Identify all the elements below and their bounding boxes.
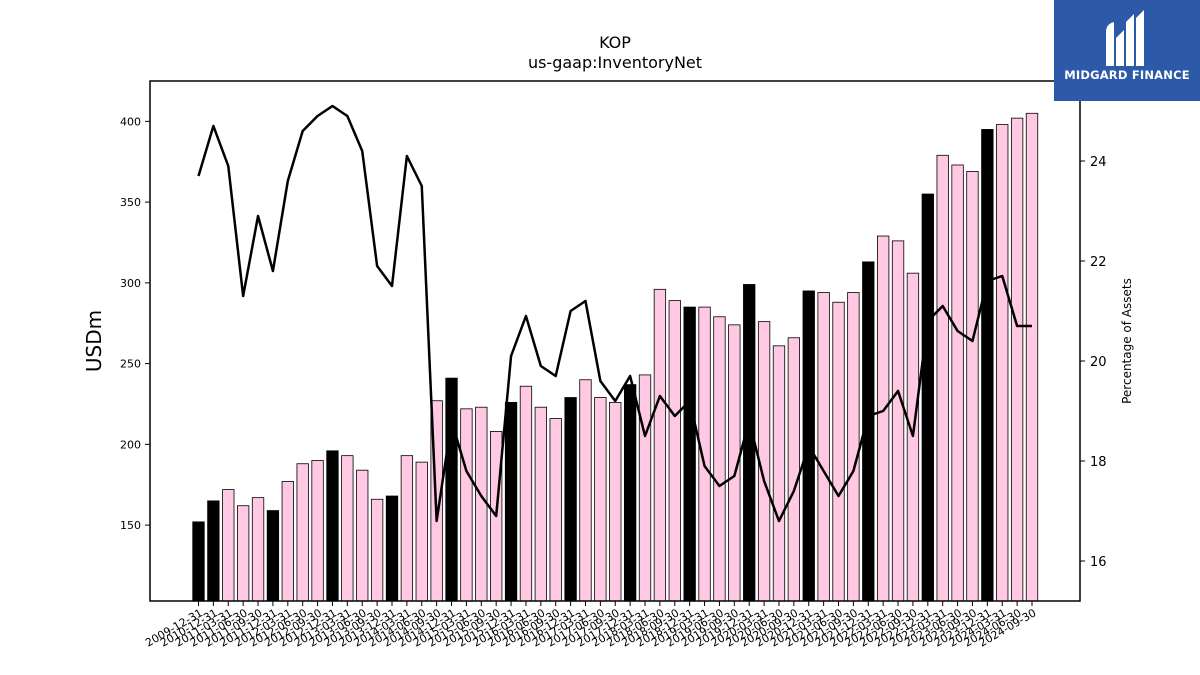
- bar: [311, 460, 324, 602]
- right-axis: 16 18 20 22 24: [1080, 155, 1107, 570]
- y2-tick-label: 20: [1090, 355, 1107, 370]
- bar: [534, 406, 547, 602]
- logo-text: MIDGARD FINANCE: [1064, 68, 1190, 82]
- bar: [415, 461, 428, 602]
- bar: [192, 521, 205, 602]
- brand-logo: MIDGARD FINANCE: [1054, 0, 1200, 101]
- bar: [326, 450, 339, 602]
- y-tick-label: 250: [120, 358, 141, 371]
- y2-tick-label: 22: [1090, 255, 1107, 270]
- bar: [847, 292, 860, 602]
- y2-axis-label: Percentage of Assets: [1120, 278, 1134, 404]
- y-tick-label: 200: [120, 438, 141, 451]
- bar: [668, 300, 681, 602]
- bar: [891, 240, 905, 602]
- bar: [921, 193, 934, 602]
- x-axis: 2009-12-312010-12-312011-03-312011-06-30…: [143, 601, 1039, 650]
- bar: [743, 284, 756, 602]
- bar: [713, 316, 726, 602]
- y-tick-label: 300: [120, 277, 141, 290]
- y-tick-label: 150: [120, 519, 141, 532]
- bar: [475, 406, 488, 602]
- bar: [460, 408, 473, 602]
- bar: [385, 495, 399, 602]
- logo-mark-icon: [1106, 10, 1144, 66]
- bar: [222, 489, 235, 602]
- bar: [445, 377, 458, 602]
- bar: [296, 463, 309, 602]
- bar: [400, 455, 414, 602]
- bar: [609, 401, 622, 602]
- y-tick-label: 350: [120, 196, 141, 209]
- bar: [549, 418, 562, 602]
- bar: [772, 345, 786, 602]
- bar: [356, 469, 369, 602]
- bar: [698, 306, 711, 602]
- bars-group: [192, 112, 1039, 602]
- bar: [787, 337, 801, 602]
- y2-tick-label: 18: [1090, 455, 1107, 470]
- percentage-line: [197, 104, 1032, 523]
- bar: [281, 481, 294, 602]
- bar: [832, 301, 845, 602]
- bar: [341, 455, 354, 602]
- bar: [251, 497, 265, 602]
- bar: [996, 124, 1009, 602]
- bar: [966, 171, 979, 602]
- bar: [594, 397, 607, 602]
- chart-title: KOP: [599, 33, 631, 52]
- bar: [236, 505, 250, 602]
- bar: [1025, 112, 1039, 602]
- bar: [519, 385, 533, 602]
- bar: [564, 397, 577, 602]
- bar: [266, 510, 280, 602]
- bar: [207, 500, 220, 602]
- y2-tick-label: 16: [1090, 555, 1107, 570]
- bar: [981, 129, 994, 602]
- bar: [370, 498, 384, 602]
- bar: [877, 235, 890, 602]
- bar: [623, 384, 637, 602]
- left-axis: 150 200 250 300 350 400: [120, 115, 150, 532]
- bar: [951, 164, 964, 602]
- y2-tick-label: 24: [1090, 155, 1107, 170]
- bar: [638, 374, 652, 602]
- y-tick-label: 400: [120, 115, 141, 128]
- bar: [817, 292, 830, 602]
- bar: [683, 306, 696, 602]
- bar: [579, 379, 592, 602]
- bar: [653, 288, 667, 602]
- line-group: [197, 104, 1032, 523]
- chart-subtitle: us-gaap:InventoryNet: [528, 53, 702, 72]
- bar: [936, 154, 949, 602]
- bar: [504, 401, 518, 602]
- y-axis-label: USDm: [82, 310, 106, 372]
- bar: [1010, 117, 1024, 602]
